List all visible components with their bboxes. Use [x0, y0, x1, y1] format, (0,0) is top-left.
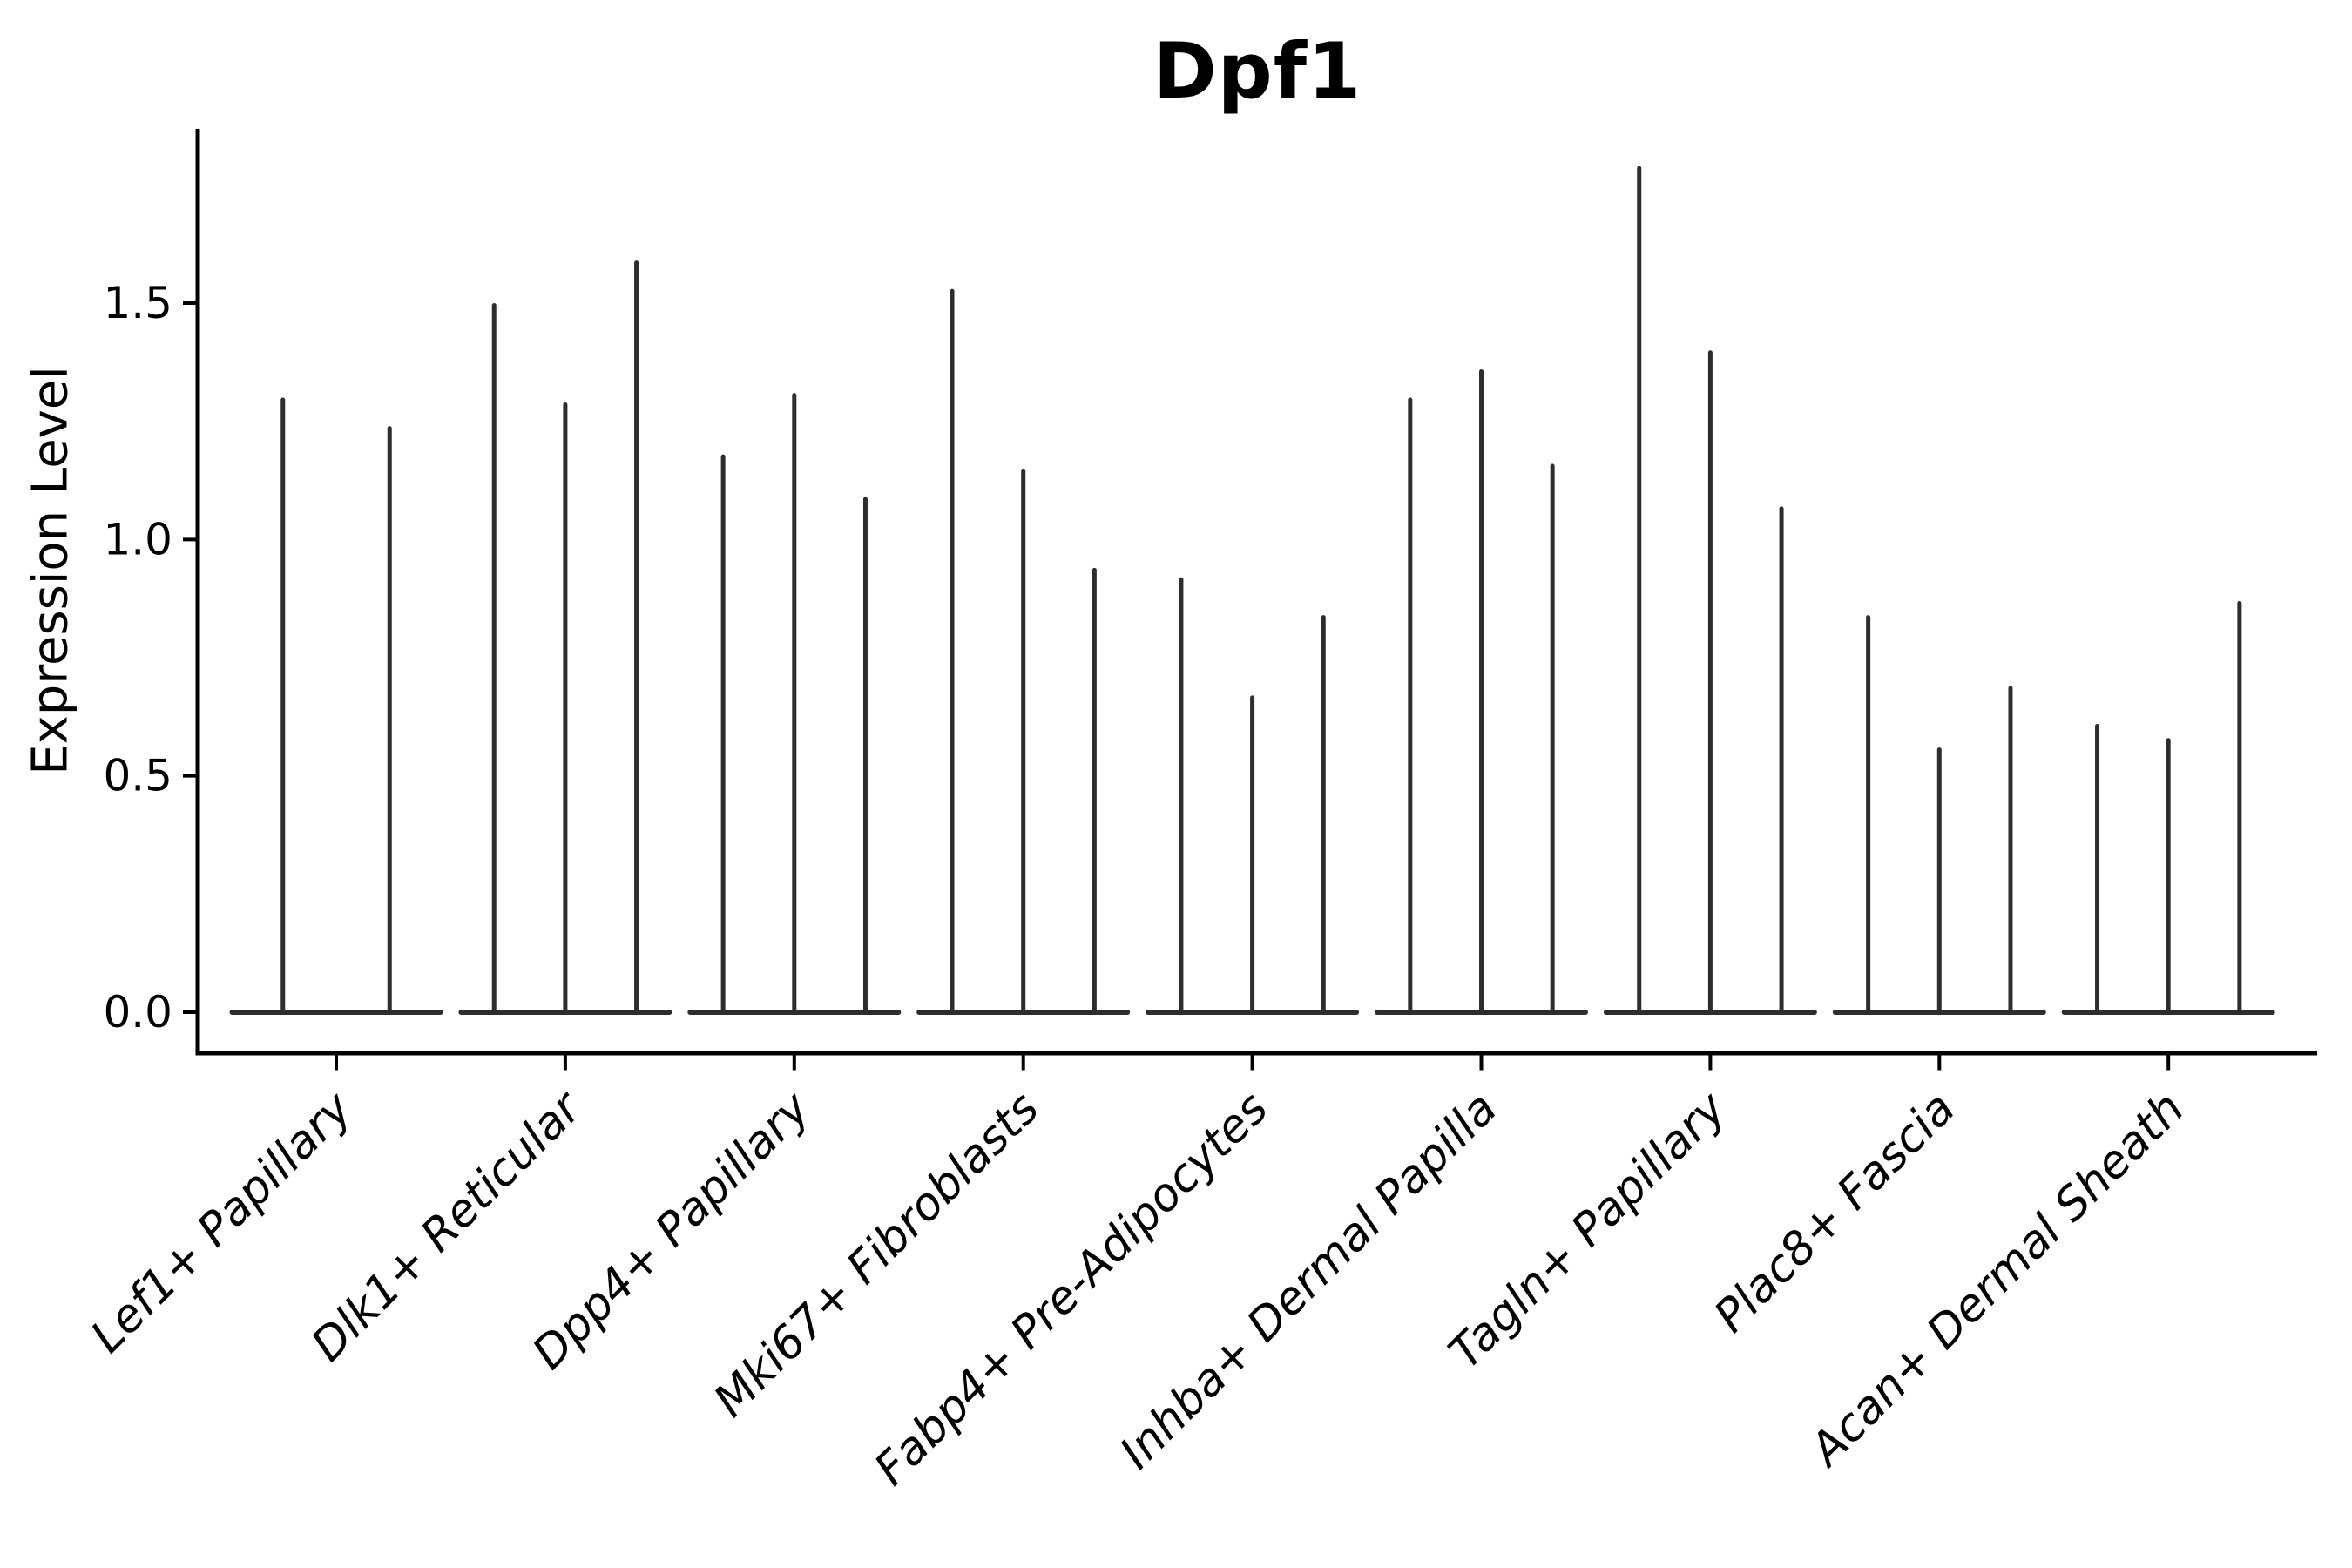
violin-needle [491, 302, 497, 1013]
violin-needle [1936, 747, 1942, 1013]
violin-needle [1779, 506, 1784, 1013]
x-tick-label: Fabp4+ Pre-Adipocytes [865, 1082, 1279, 1496]
violin-needle [1550, 463, 1555, 1013]
violin-needle [387, 426, 392, 1013]
y-tick-label: 1.0 [103, 514, 172, 564]
violin-needle [634, 260, 639, 1014]
violin-needle [2095, 723, 2100, 1013]
y-tick-label: 0.0 [103, 987, 172, 1037]
chart-title: Dpf1 [1152, 26, 1362, 116]
violin-needle [950, 288, 955, 1013]
violin-needle [720, 454, 726, 1013]
violin-needle [1408, 397, 1413, 1013]
x-tick-label: Plac8+ Fascia [1705, 1082, 1965, 1342]
y-tick-label: 0.5 [103, 751, 172, 801]
violin-needle [1321, 615, 1326, 1013]
violin-needle [1021, 468, 1026, 1013]
violin-needle [1092, 567, 1097, 1013]
violin-needle [1250, 695, 1255, 1013]
y-tick-label: 1.5 [103, 278, 172, 328]
violin-base [229, 1010, 443, 1015]
violin-needle [1637, 166, 1642, 1013]
violin-needle [280, 397, 286, 1013]
violin-needle [2166, 738, 2171, 1013]
x-tick-label: Acan+ Dermal Sheath [1799, 1082, 2194, 1477]
violin-needle [563, 402, 568, 1013]
violin-needle [1707, 350, 1713, 1014]
x-tick-label: Inhba+ Dermal Papilla [1110, 1082, 1507, 1479]
violin-needle [1866, 615, 1871, 1013]
violin-needle [2008, 686, 2013, 1013]
violin-needle [1179, 577, 1184, 1013]
violin-needle [2237, 600, 2242, 1013]
violin-needle [862, 497, 868, 1013]
violin-needle [792, 393, 797, 1013]
violin-needle [1479, 368, 1484, 1013]
